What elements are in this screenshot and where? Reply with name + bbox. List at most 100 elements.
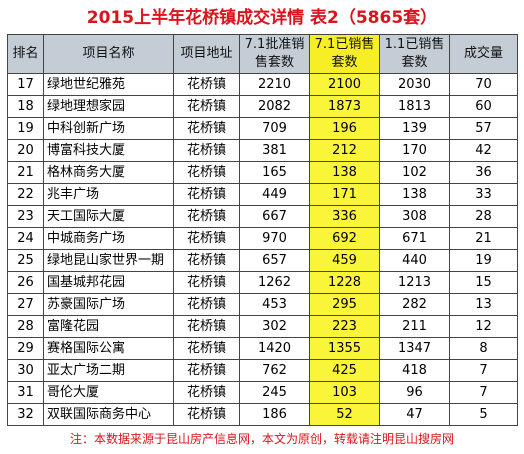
table-row: 21 格林商务大厦 花桥镇 165 138 102 36	[7, 161, 518, 184]
cell-address: 花桥镇	[173, 403, 240, 426]
table-row: 32 双联国际商务中心 花桥镇 186 52 47 5	[7, 403, 518, 426]
cell-sold-jan: 139	[379, 117, 450, 140]
cell-approved: 709	[239, 117, 310, 140]
cell-sold-jan: 440	[379, 249, 450, 272]
cell-sold-jan: 1813	[379, 95, 450, 118]
table-row: 30 亚太广场二期 花桥镇 762 425 418 7	[7, 359, 518, 382]
table-row: 26 国基城邦花园 花桥镇 1262 1228 1213 15	[7, 271, 518, 294]
cell-volume: 13	[449, 293, 518, 316]
cell-approved: 381	[239, 139, 310, 162]
cell-address: 花桥镇	[173, 73, 240, 96]
cell-project-name: 格林商务大厦	[43, 161, 174, 184]
cell-address: 花桥镇	[173, 117, 240, 140]
cell-project-name: 赛格国际公寓	[43, 337, 174, 360]
table-row: 28 富隆花园 花桥镇 302 223 211 12	[7, 315, 518, 338]
cell-approved: 1420	[239, 337, 310, 360]
cell-volume: 5	[449, 403, 518, 426]
cell-volume: 19	[449, 249, 518, 272]
cell-sold: 52	[309, 403, 380, 426]
cell-volume: 42	[449, 139, 518, 162]
header-volume: 成交量	[449, 34, 518, 74]
footnote: 注：本数据来源于昆山房产信息网，本文为原创，转载请注明昆山搜房网	[69, 432, 454, 446]
cell-volume: 60	[449, 95, 518, 118]
cell-volume: 70	[449, 73, 518, 96]
cell-rank: 28	[7, 315, 44, 338]
cell-sold-jan: 96	[379, 381, 450, 404]
table-row: 23 天工国际大厦 花桥镇 667 336 308 28	[7, 205, 518, 228]
cell-sold-jan: 138	[379, 183, 450, 206]
cell-volume: 7	[449, 381, 518, 404]
cell-approved: 245	[239, 381, 310, 404]
cell-project-name: 兆丰广场	[43, 183, 174, 206]
cell-sold-jan: 308	[379, 205, 450, 228]
cell-volume: 12	[449, 315, 518, 338]
table-body: 17 绿地世纪雅苑 花桥镇 2210 2100 2030 70 18 绿地理想家园 花桥镇 2082…	[7, 73, 518, 426]
cell-sold: 212	[309, 139, 380, 162]
cell-rank: 30	[7, 359, 44, 382]
cell-sold-jan: 671	[379, 227, 450, 250]
header-approved: 7.1批准销 售套数	[239, 34, 310, 74]
cell-volume: 57	[449, 117, 518, 140]
cell-volume: 15	[449, 271, 518, 294]
cell-sold: 692	[309, 227, 380, 250]
table-header-row: 排名 项目名称 项目地址 7.1批准销 售套数 7.1已销售 套数 1.1已销售…	[7, 34, 518, 74]
cell-approved: 762	[239, 359, 310, 382]
cell-project-name: 绿地昆山家世界一期	[43, 249, 174, 272]
cell-address: 花桥镇	[173, 95, 240, 118]
cell-project-name: 哥伦大厦	[43, 381, 174, 404]
header-project: 项目名称	[43, 34, 174, 74]
cell-rank: 31	[7, 381, 44, 404]
cell-sold: 459	[309, 249, 380, 272]
cell-address: 花桥镇	[173, 381, 240, 404]
cell-rank: 17	[7, 73, 44, 96]
cell-project-name: 中城商务广场	[43, 227, 174, 250]
cell-project-name: 亚太广场二期	[43, 359, 174, 382]
cell-approved: 449	[239, 183, 310, 206]
table-row: 22 兆丰广场 花桥镇 449 171 138 33	[7, 183, 518, 206]
page-title: 2015上半年花桥镇成交详情 表2（5865套）	[86, 8, 438, 28]
cell-sold: 295	[309, 293, 380, 316]
cell-project-name: 绿地世纪雅苑	[43, 73, 174, 96]
cell-sold-jan: 211	[379, 315, 450, 338]
cell-rank: 18	[7, 95, 44, 118]
cell-sold-jan: 47	[379, 403, 450, 426]
cell-address: 花桥镇	[173, 205, 240, 228]
table-row: 25 绿地昆山家世界一期 花桥镇 657 459 440 19	[7, 249, 518, 272]
cell-sold: 103	[309, 381, 380, 404]
header-sold: 7.1已销售 套数	[309, 34, 380, 74]
cell-address: 花桥镇	[173, 359, 240, 382]
table-row: 17 绿地世纪雅苑 花桥镇 2210 2100 2030 70	[7, 73, 518, 96]
header-address: 项目地址	[173, 34, 240, 74]
cell-sold: 336	[309, 205, 380, 228]
cell-project-name: 国基城邦花园	[43, 271, 174, 294]
cell-approved: 970	[239, 227, 310, 250]
cell-rank: 26	[7, 271, 44, 294]
cell-volume: 28	[449, 205, 518, 228]
table-row: 24 中城商务广场 花桥镇 970 692 671 21	[7, 227, 518, 250]
cell-approved: 165	[239, 161, 310, 184]
cell-sold: 1228	[309, 271, 380, 294]
cell-project-name: 博富科技大厦	[43, 139, 174, 162]
cell-approved: 453	[239, 293, 310, 316]
cell-sold: 138	[309, 161, 380, 184]
cell-rank: 21	[7, 161, 44, 184]
cell-address: 花桥镇	[173, 161, 240, 184]
cell-approved: 302	[239, 315, 310, 338]
table-row: 18 绿地理想家园 花桥镇 2082 1873 1813 60	[7, 95, 518, 118]
table-row: 27 苏豪国际广场 花桥镇 453 295 282 13	[7, 293, 518, 316]
cell-sold-jan: 102	[379, 161, 450, 184]
cell-volume: 33	[449, 183, 518, 206]
cell-rank: 32	[7, 403, 44, 426]
cell-rank: 25	[7, 249, 44, 272]
cell-approved: 2082	[239, 95, 310, 118]
table-row: 29 赛格国际公寓 花桥镇 1420 1355 1347 8	[7, 337, 518, 360]
cell-address: 花桥镇	[173, 139, 240, 162]
sales-table: 排名 项目名称 项目地址 7.1批准销 售套数 7.1已销售 套数 1.1已销售…	[7, 34, 518, 426]
cell-approved: 1262	[239, 271, 310, 294]
cell-sold: 425	[309, 359, 380, 382]
header-sold-jan-line1: 1.1已销售	[384, 37, 445, 52]
header-sold-jan-line2: 套数	[401, 55, 428, 70]
cell-sold-jan: 282	[379, 293, 450, 316]
cell-rank: 22	[7, 183, 44, 206]
